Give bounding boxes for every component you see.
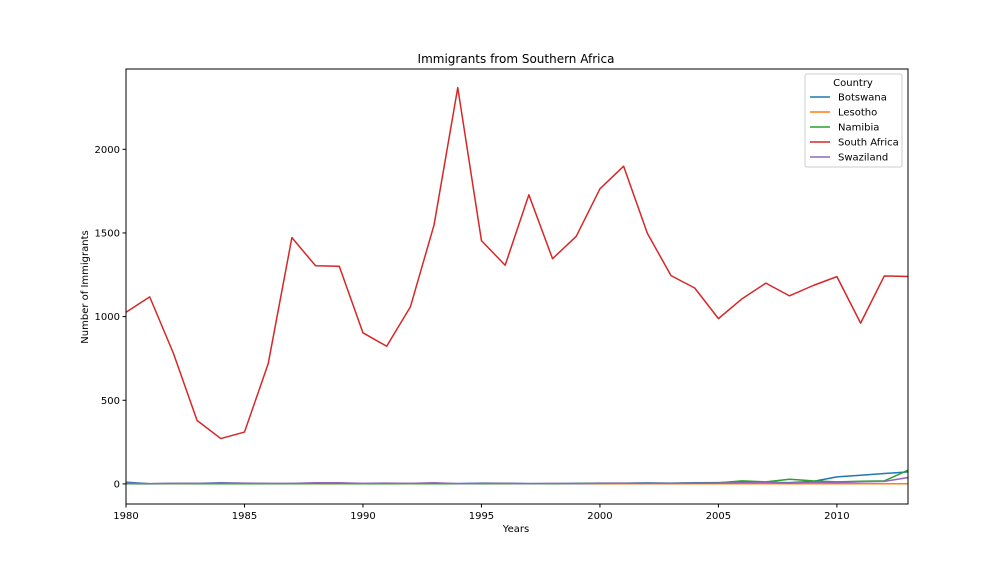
- series-line-south-africa: [126, 86, 908, 440]
- series-layer: [126, 86, 908, 485]
- legend-label-swaziland: Swaziland: [838, 153, 888, 164]
- y-tick-label: 500: [101, 396, 120, 407]
- y-axis: 0 500 1000 1500 2000: [95, 145, 126, 490]
- legend-label-south-africa: South Africa: [838, 138, 899, 149]
- legend-label-namibia: Namibia: [838, 123, 879, 134]
- x-axis-label: Years: [502, 524, 529, 535]
- x-tick-label: 1980: [113, 511, 138, 522]
- plot-frame: [125, 68, 909, 505]
- x-tick-label: 2010: [824, 511, 849, 522]
- x-tick-label: 1995: [469, 511, 494, 522]
- x-tick-label: 2005: [706, 511, 731, 522]
- x-tick-label: 2000: [587, 511, 612, 522]
- y-axis-label: Number of Immigrants: [80, 230, 91, 343]
- chart-title: Immigrants from Southern Africa: [418, 52, 615, 66]
- x-tick-label: 1985: [232, 511, 257, 522]
- legend-label-botswana: Botswana: [838, 93, 887, 104]
- x-tick-label: 1990: [350, 511, 375, 522]
- legend-title: Country: [833, 78, 873, 89]
- y-tick-label: 2000: [95, 145, 120, 156]
- legend: Country Botswana Lesotho Namibia South Afri…: [804, 73, 903, 168]
- y-tick-label: 1500: [95, 228, 120, 239]
- series-line-swaziland: [126, 476, 908, 485]
- x-axis: 1980 1985 1990 1995 2000 2005 2010: [113, 504, 850, 522]
- legend-label-lesotho: Lesotho: [838, 108, 877, 119]
- series-line-botswana: [126, 471, 908, 485]
- y-tick-label: 0: [114, 479, 120, 490]
- y-tick-label: 1000: [95, 312, 120, 323]
